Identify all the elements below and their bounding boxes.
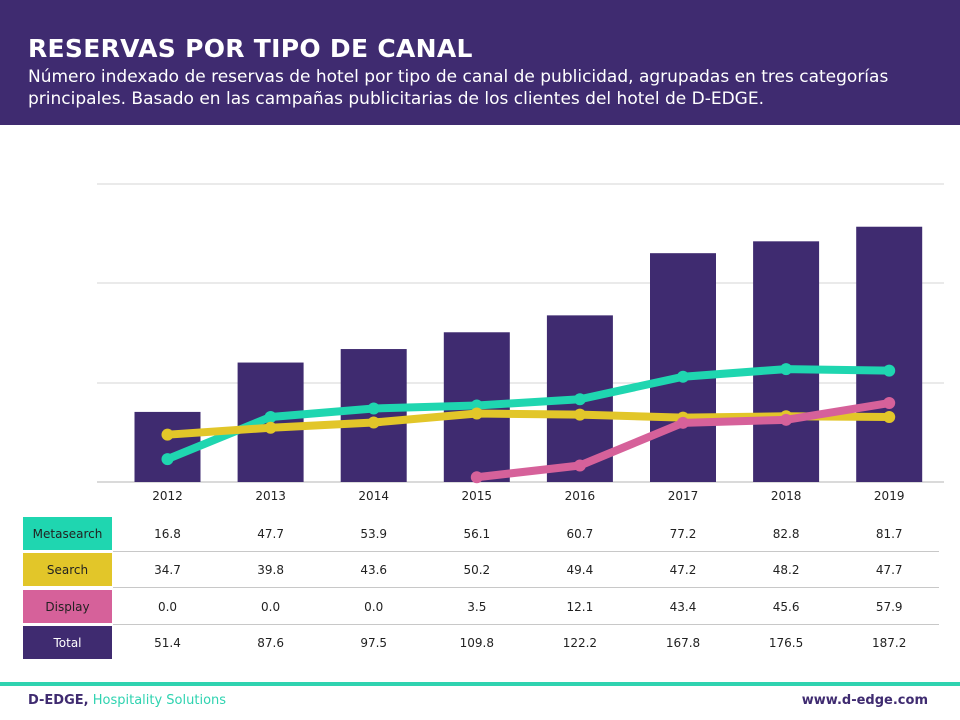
table-cell: 109.8: [459, 636, 494, 650]
table-row-divider: [113, 551, 939, 552]
table-row-divider: [113, 624, 939, 625]
point-display-2015: [470, 471, 483, 484]
point-search-2013: [264, 421, 277, 434]
table-cell: 122.2: [562, 636, 598, 650]
point-search-2014: [367, 416, 380, 429]
table-cell: 187.2: [872, 636, 907, 650]
table-row-label-display: Display: [23, 590, 112, 623]
table-cell: 87.6: [257, 636, 284, 650]
line-metasearch: [163, 365, 894, 464]
table-cell: 12.1: [566, 600, 594, 614]
point-metasearch-2013: [264, 410, 277, 423]
x-tick-label: 2018: [771, 489, 802, 503]
table-cell: 97.5: [360, 636, 388, 650]
table-cell: 43.6: [360, 563, 388, 577]
x-tick-label: 2017: [668, 489, 699, 503]
point-metasearch-2014: [367, 402, 380, 415]
x-tick-label: 2012: [152, 489, 183, 503]
bar-total-2014: [340, 349, 407, 482]
bar-total-2017: [650, 253, 716, 482]
bar-total-2018: [753, 241, 820, 482]
point-metasearch-2016: [573, 393, 586, 406]
table-cell: 77.2: [669, 527, 697, 541]
point-metasearch-2017: [677, 370, 689, 383]
point-search-2012: [161, 428, 174, 441]
page-title: RESERVAS POR TIPO DE CANAL: [28, 34, 473, 63]
table-row-label-search: Search: [23, 553, 112, 586]
table-cell: 49.4: [566, 563, 594, 577]
table-cell: 50.2: [463, 563, 491, 577]
table-cell: 3.5: [467, 600, 487, 614]
table-cell: 56.1: [463, 527, 491, 541]
table-cell: 0.0: [157, 600, 178, 614]
table-cell: 39.8: [257, 563, 284, 577]
table-cell: 82.8: [772, 527, 800, 541]
point-display-2016: [573, 459, 586, 472]
table-row-label-metasearch: Metasearch: [23, 517, 112, 550]
bar-total-2019: [856, 226, 923, 482]
x-tick-label: 2019: [874, 489, 905, 503]
table-cell: 34.7: [154, 563, 181, 577]
table-cell: 176.5: [768, 636, 804, 650]
table-cell: 81.7: [875, 527, 903, 541]
table-cell: 0.0: [364, 600, 384, 614]
table-cell: 16.8: [154, 527, 181, 541]
x-tick-label: 2016: [565, 489, 596, 503]
x-tick-label: 2014: [358, 489, 389, 503]
website-link[interactable]: www.d-edge.com: [801, 693, 928, 708]
point-search-2019: [883, 410, 896, 423]
point-metasearch-2018: [780, 363, 793, 376]
table-row-label-total: Total: [23, 626, 112, 659]
point-display-2017: [677, 416, 689, 429]
point-display-2019: [883, 397, 896, 410]
x-tick-label: 2013: [255, 489, 286, 503]
x-tick-label: 2015: [462, 489, 493, 503]
table-cell: 53.9: [360, 527, 388, 541]
table-row-divider: [113, 587, 939, 588]
point-metasearch-2019: [883, 364, 896, 377]
brand-logo-text: D-EDGE, Hospitality Solutions: [28, 693, 226, 708]
point-metasearch-2012: [161, 453, 174, 466]
header-banner: RESERVAS POR TIPO DE CANAL Número indexa…: [0, 0, 960, 125]
point-search-2016: [573, 408, 586, 421]
brand-name: D-EDGE,: [28, 693, 89, 708]
brand-tagline: Hospitality Solutions: [92, 693, 227, 708]
page-subtitle: Número indexado de reservas de hotel por…: [28, 67, 889, 109]
table-cell: 51.4: [154, 636, 181, 650]
table-cell: 60.7: [566, 527, 594, 541]
table-cell: 45.6: [772, 600, 800, 614]
table-cell: 47.2: [669, 563, 697, 577]
table-cell: 48.2: [772, 563, 800, 577]
chart: 2012 2013 2014 2015 2016 2017 2018 2019: [97, 183, 944, 503]
table-cell: 47.7: [257, 527, 284, 541]
footer-divider: [0, 682, 960, 686]
table-cell: 43.4: [669, 600, 697, 614]
point-search-2015: [470, 407, 483, 420]
table-cell: 0.0: [261, 600, 281, 614]
table-cell: 167.8: [665, 636, 701, 650]
point-display-2018: [780, 413, 793, 426]
table-cell: 47.7: [875, 563, 903, 577]
table-cell: 57.9: [875, 600, 903, 614]
